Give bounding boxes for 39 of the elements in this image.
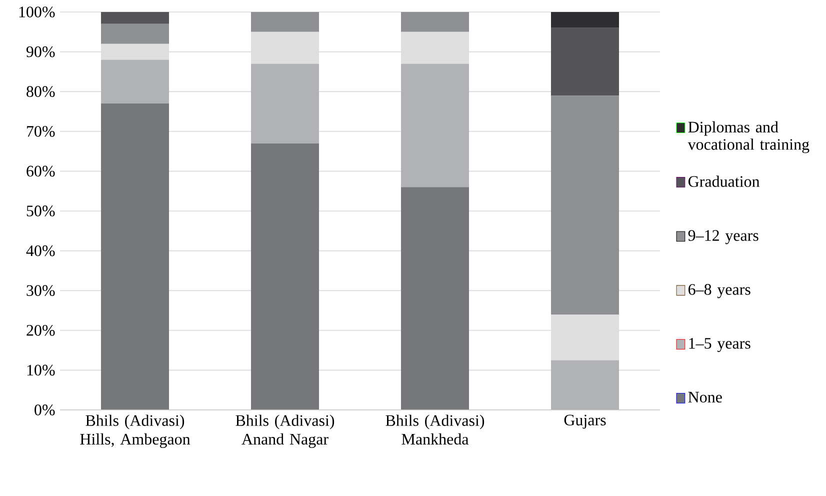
bar bbox=[251, 12, 320, 32]
legend-label: 1–5 years bbox=[689, 338, 750, 352]
bar bbox=[401, 187, 470, 410]
bar bbox=[401, 32, 470, 64]
y-tick-label: 40% bbox=[26, 245, 55, 256]
x-tick-label: Gujars bbox=[564, 414, 606, 429]
bar bbox=[251, 143, 320, 410]
bar bbox=[251, 64, 320, 144]
y-tick-label: 10% bbox=[27, 364, 55, 376]
bar bbox=[101, 44, 170, 60]
y-tick-label: 0% bbox=[34, 404, 55, 416]
bar bbox=[551, 96, 619, 314]
legend-label: 6–8 years bbox=[688, 284, 750, 298]
bar bbox=[251, 32, 320, 64]
bar bbox=[101, 12, 170, 24]
legend-label: 9–12 years bbox=[688, 230, 758, 244]
y-tick-label: 50% bbox=[26, 206, 55, 216]
bar bbox=[401, 64, 470, 188]
legend-label: None bbox=[688, 392, 722, 403]
y-tick-label: 30% bbox=[26, 285, 55, 296]
bar bbox=[551, 28, 619, 96]
bar bbox=[101, 60, 170, 104]
y-tick-label: 80% bbox=[26, 86, 55, 98]
bar bbox=[551, 360, 619, 410]
x-tick-label: Bhils (Adivasi) Hills, Ambegaon bbox=[80, 414, 190, 448]
y-tick-label: 60% bbox=[26, 166, 55, 177]
bar bbox=[551, 314, 619, 360]
y-tick-label: 20% bbox=[26, 324, 55, 336]
y-tick-label: 90% bbox=[26, 46, 55, 58]
bar bbox=[101, 104, 170, 410]
legend-label: Diplomas and vocational training bbox=[688, 121, 810, 154]
legend-label: Graduation bbox=[688, 176, 760, 187]
y-tick-label: 100% bbox=[19, 6, 55, 18]
y-tick-label: 70% bbox=[27, 126, 55, 137]
bar bbox=[401, 12, 470, 32]
bar bbox=[101, 24, 170, 44]
bar bbox=[551, 12, 619, 28]
x-tick-label: Bhils (Adivasi) Anand Nagar bbox=[236, 414, 334, 448]
x-tick-label: Bhils (Adivasi) Mankheda bbox=[386, 414, 484, 445]
